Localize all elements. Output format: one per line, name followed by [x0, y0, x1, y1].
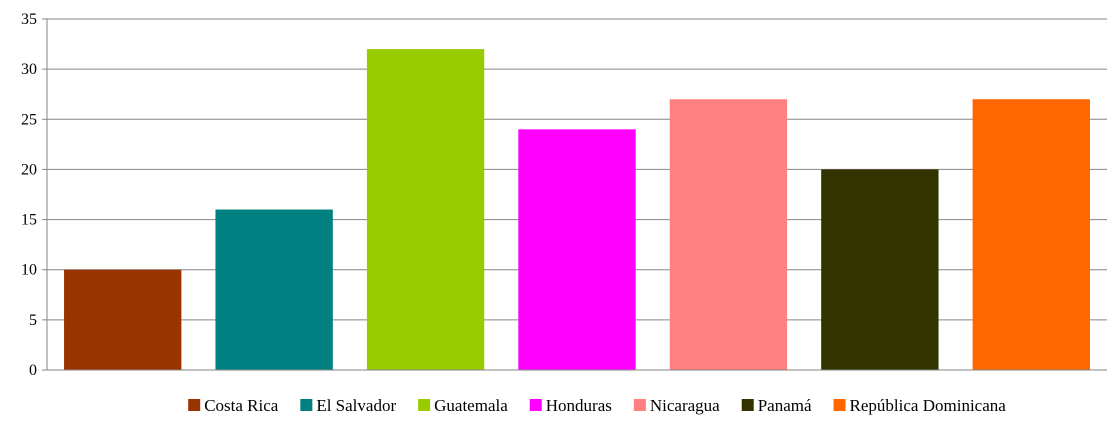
- bar-guatemala: [366, 49, 485, 370]
- legend-swatch: [188, 399, 201, 411]
- legend-item: Guatemala: [418, 396, 508, 415]
- legend-label: Guatemala: [434, 396, 508, 415]
- bars: [64, 49, 1090, 370]
- bar-el-salvador: [215, 209, 333, 370]
- legend-item: Panamá: [741, 396, 812, 415]
- legend-label: Nicaragua: [650, 396, 720, 415]
- legend-swatch: [529, 399, 542, 411]
- y-tick-label: 20: [21, 161, 37, 178]
- legend-label: Honduras: [546, 396, 612, 415]
- y-tick-label: 5: [29, 312, 37, 329]
- legend-swatch: [300, 399, 313, 411]
- legend: Costa Rica El Salvador Guatemala Honduras Ni…: [188, 396, 1006, 415]
- bar-nicaragua: [669, 99, 788, 370]
- y-tick-label: 25: [21, 111, 37, 128]
- legend-swatch: [741, 399, 754, 411]
- legend-item: Nicaragua: [633, 396, 720, 415]
- legend-swatch: [833, 399, 846, 411]
- bar-honduras: [518, 129, 636, 370]
- legend-swatch: [418, 399, 431, 411]
- y-tick-label: 30: [21, 61, 37, 78]
- legend-swatch: [633, 399, 646, 411]
- legend-item: El Salvador: [300, 396, 396, 415]
- bar-republica-dominicana: [972, 99, 1090, 370]
- legend-label: República Dominicana: [850, 396, 1007, 415]
- y-tick-label: 10: [21, 262, 37, 279]
- legend-label: Panamá: [758, 396, 812, 415]
- bar-panama: [821, 169, 939, 370]
- axes: 0 5 10 15 20 25 30 35: [21, 11, 1107, 379]
- legend-item: Costa Rica: [188, 396, 279, 415]
- legend-label: Costa Rica: [204, 396, 279, 415]
- legend-item: República Dominicana: [833, 396, 1007, 415]
- legend-item: Honduras: [529, 396, 612, 415]
- y-tick-label: 35: [21, 11, 37, 28]
- legend-label: El Salvador: [316, 396, 396, 415]
- y-tick-label: 15: [21, 212, 37, 229]
- bar-costa-rica: [64, 269, 182, 370]
- y-tick-label: 0: [29, 362, 37, 379]
